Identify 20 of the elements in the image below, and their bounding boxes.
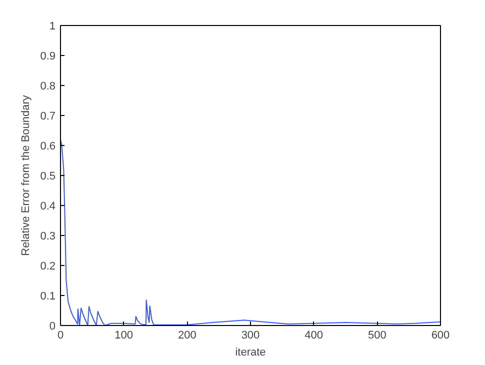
y-tick-label: 0.8 [40, 80, 56, 92]
x-axis-title: iterate [235, 346, 266, 358]
y-tick-label: 1 [49, 20, 56, 32]
x-tick-label: 500 [368, 330, 386, 342]
x-tick-label: 600 [431, 330, 450, 342]
y-tick-label: 0.6 [40, 140, 56, 152]
x-tick-label: 400 [304, 330, 324, 342]
y-tick-label: 0.4 [40, 200, 56, 212]
x-tick-label: 200 [178, 330, 196, 342]
x-tick-label: 100 [114, 330, 134, 342]
y-tick-label: 0.5 [40, 170, 56, 182]
x-tick-label: 0 [57, 330, 64, 342]
x-tick-label: 300 [241, 330, 260, 342]
y-tick-label: 0.9 [40, 50, 56, 62]
y-tick-label: 0 [49, 320, 56, 332]
y-tick-label: 0.2 [40, 260, 56, 272]
y-axis-title: Relative Error from the Boundary [20, 94, 32, 256]
y-tick-label: 0.7 [40, 110, 56, 122]
y-tick-label: 0.1 [40, 290, 56, 302]
y-tick-label: 0.3 [40, 230, 56, 242]
